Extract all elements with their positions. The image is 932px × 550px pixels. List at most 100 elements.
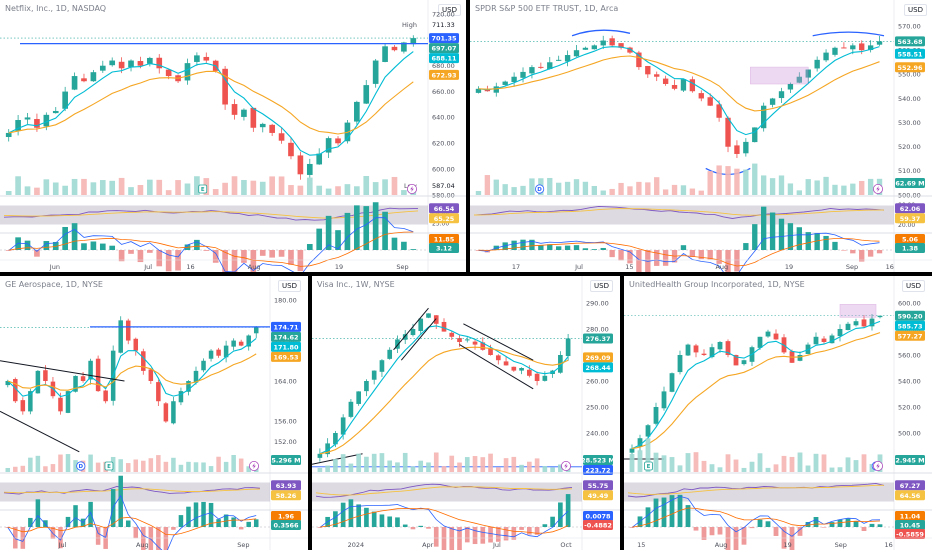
macd-hist-bar xyxy=(306,244,313,250)
candle xyxy=(503,357,509,366)
volume-bar xyxy=(797,452,803,472)
macd-hist-bar xyxy=(402,524,408,527)
rsi-tag: 64.56 xyxy=(895,490,925,501)
candle-body xyxy=(534,373,540,381)
macd-hist-bar xyxy=(156,527,161,550)
macd-hist-bar xyxy=(550,516,555,527)
time-tick-label: 17 xyxy=(512,263,520,271)
rectangle-drawing[interactable] xyxy=(839,303,877,318)
price-tag-text: 552.96 xyxy=(897,64,923,72)
candle xyxy=(278,127,285,144)
arc-drawing[interactable] xyxy=(571,29,631,37)
price-tag-text: 276.37 xyxy=(585,335,610,343)
price-tag-bg xyxy=(271,321,301,332)
volume-bar xyxy=(636,181,642,195)
macd-hist-bar xyxy=(88,501,93,527)
macd-hist-bar xyxy=(141,527,146,550)
candle xyxy=(493,82,499,97)
candle-body xyxy=(787,83,794,90)
earnings-event-icon[interactable]: E xyxy=(644,461,653,471)
lightning-icon[interactable] xyxy=(406,183,417,194)
volume-bar xyxy=(645,438,651,472)
chart-panel-unh[interactable]: UnitedHealth Group Incorporated, 1D, NYS… xyxy=(624,276,932,550)
currency-label[interactable]: USD xyxy=(438,4,461,16)
macd-tag: 11.04 xyxy=(895,511,925,521)
trendline-drawing[interactable] xyxy=(0,360,125,382)
chart-canvas[interactable]: 720.00700.00680.00660.00640.00620.00600.… xyxy=(0,0,466,272)
candle xyxy=(433,315,439,329)
macd-hist-bar xyxy=(133,527,139,539)
chart-canvas[interactable]: 570.00560.00550.00540.00530.00520.00510.… xyxy=(470,0,932,272)
candle-body xyxy=(186,381,191,392)
macd-hist-bar xyxy=(316,228,323,250)
candle xyxy=(511,366,517,372)
chart-canvas[interactable]: 290.00280.00270.00260.00250.00240.00230.… xyxy=(312,276,620,550)
macd-hist-bar xyxy=(90,241,97,250)
volume-bar xyxy=(618,182,624,195)
macd-line xyxy=(8,217,414,272)
macd-hist-bar xyxy=(717,527,723,535)
ema-slow-line xyxy=(631,332,881,450)
candle-body xyxy=(464,339,470,341)
macd-signal-line xyxy=(631,507,881,528)
time-tick-label: Jul xyxy=(143,263,152,271)
currency-label[interactable]: USD xyxy=(590,280,613,292)
lightning-icon[interactable] xyxy=(872,183,883,194)
lightning-icon[interactable] xyxy=(872,460,883,471)
price-tag-bg xyxy=(895,234,925,244)
volume-bar xyxy=(156,455,161,472)
volume-bar xyxy=(449,455,455,472)
price-tag-bg xyxy=(271,490,301,501)
candle-body xyxy=(547,62,553,70)
macd-hist-bar xyxy=(653,498,659,527)
candle-body xyxy=(698,93,704,99)
flag-line[interactable] xyxy=(463,323,534,361)
channel-line[interactable] xyxy=(400,318,437,361)
ema-slow-line xyxy=(8,70,414,135)
candle xyxy=(325,136,332,158)
candle-body xyxy=(288,142,294,157)
chart-panel-v[interactable]: Visa Inc., 1W, NYSE USD 290.00280.00270.… xyxy=(312,276,620,550)
volume-bar xyxy=(395,462,400,472)
currency-label[interactable]: USD xyxy=(902,280,925,292)
lightning-icon[interactable] xyxy=(248,460,259,471)
currency-label[interactable]: USD xyxy=(278,280,301,292)
trendline-drawing[interactable] xyxy=(0,410,80,453)
dividend-event-icon[interactable]: D xyxy=(76,461,86,471)
chart-panel-spy[interactable]: SPDR S&P 500 ETF TRUST, 1D, Arca USD 570… xyxy=(470,0,932,272)
currency-label[interactable]: USD xyxy=(904,4,927,16)
candle-body xyxy=(65,391,71,413)
lightning-icon[interactable] xyxy=(560,460,571,471)
candle-body xyxy=(426,313,431,318)
volume-bar xyxy=(527,461,532,472)
candle xyxy=(823,49,829,63)
candle xyxy=(306,158,313,178)
candle-body xyxy=(741,360,747,365)
channel-line[interactable] xyxy=(393,307,429,351)
chart-canvas[interactable]: 180.00172.00164.00156.00152.00148.00174.… xyxy=(0,276,308,550)
chart-panel-nflx[interactable]: Netflix, Inc., 1D, NASDAQ USD 720.00700.… xyxy=(0,0,466,272)
candle xyxy=(73,375,78,393)
volume-bar xyxy=(382,179,388,195)
chart-panel-ge[interactable]: GE Aerospace, 1D, NYSE USD 180.00172.001… xyxy=(0,276,308,550)
chart-canvas[interactable]: 600.00580.00560.00540.00520.00500.00480.… xyxy=(624,276,932,550)
macd-tag: 0.0078 xyxy=(583,511,613,521)
macd-hist-bar xyxy=(511,240,517,250)
earnings-event-icon[interactable]: E xyxy=(198,184,208,194)
dividend-event-icon[interactable]: D xyxy=(535,184,545,194)
flag-line[interactable] xyxy=(459,344,534,390)
candle-body xyxy=(821,338,827,342)
macd-hist-bar xyxy=(99,243,106,250)
candle xyxy=(163,402,169,423)
price-tag-text: 5.296 M xyxy=(271,457,300,465)
arc-drawing[interactable] xyxy=(812,31,885,37)
rectangle-drawing[interactable] xyxy=(750,66,809,85)
candle xyxy=(402,330,408,344)
price-tag: 563.68 xyxy=(895,36,925,47)
price-tag-text: 64.56 xyxy=(900,492,921,500)
macd-hist-bar xyxy=(95,527,101,545)
candle xyxy=(609,35,615,48)
macd-hist-bar xyxy=(734,250,740,272)
trendline-drawing[interactable] xyxy=(312,453,363,465)
earnings-event-icon[interactable]: E xyxy=(104,461,114,471)
